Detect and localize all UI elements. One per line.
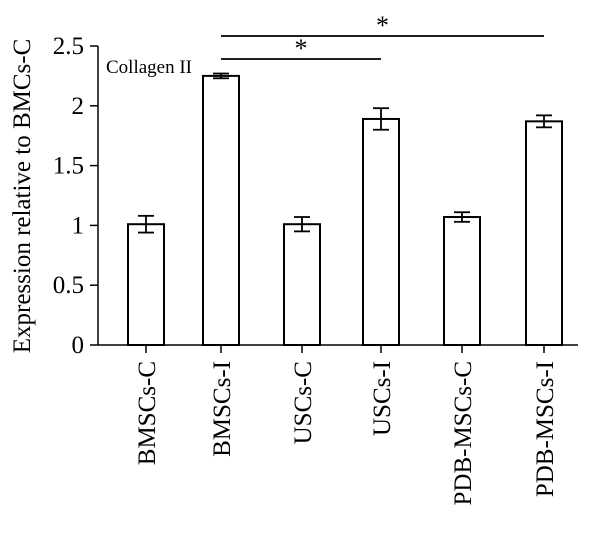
x-axis-tick-labels: BMSCs-C BMSCs-I USCs-C USCs-I PDB-MSCs-C PDB-… xyxy=(134,345,559,506)
error-bars xyxy=(138,72,552,234)
bar xyxy=(443,216,481,346)
y-tick-label: 1 xyxy=(72,212,85,239)
significance-brackets: ** xyxy=(221,11,544,63)
bar xyxy=(362,117,400,347)
y-tick-label: 1.5 xyxy=(53,153,84,180)
x-tick-label: PDB-MSCs-C xyxy=(450,361,477,506)
significance-star: * xyxy=(295,34,308,63)
y-tick-label: 0.5 xyxy=(53,272,84,299)
x-tick-label: BMSCs-C xyxy=(134,361,161,465)
y-axis-ticks: 0 0.5 1 1.5 2 2.5 xyxy=(53,33,98,359)
x-tick-label: USCs-C xyxy=(290,361,317,444)
x-tick-label: PDB-MSCs-I xyxy=(532,361,559,497)
bar xyxy=(127,223,165,346)
x-tick-label: BMSCs-I xyxy=(209,361,236,457)
bar xyxy=(525,120,563,346)
bar xyxy=(202,74,240,347)
chart-title: Collagen II xyxy=(106,57,192,78)
bars xyxy=(127,74,563,347)
y-axis-label: Expression relative to BMCs-C xyxy=(9,39,36,354)
y-tick-label: 2.5 xyxy=(53,33,84,60)
y-tick-label: 0 xyxy=(72,332,85,359)
bar xyxy=(283,223,321,346)
significance-star: * xyxy=(376,11,389,40)
y-tick-label: 2 xyxy=(72,93,85,120)
x-tick-label: USCs-I xyxy=(369,361,396,436)
